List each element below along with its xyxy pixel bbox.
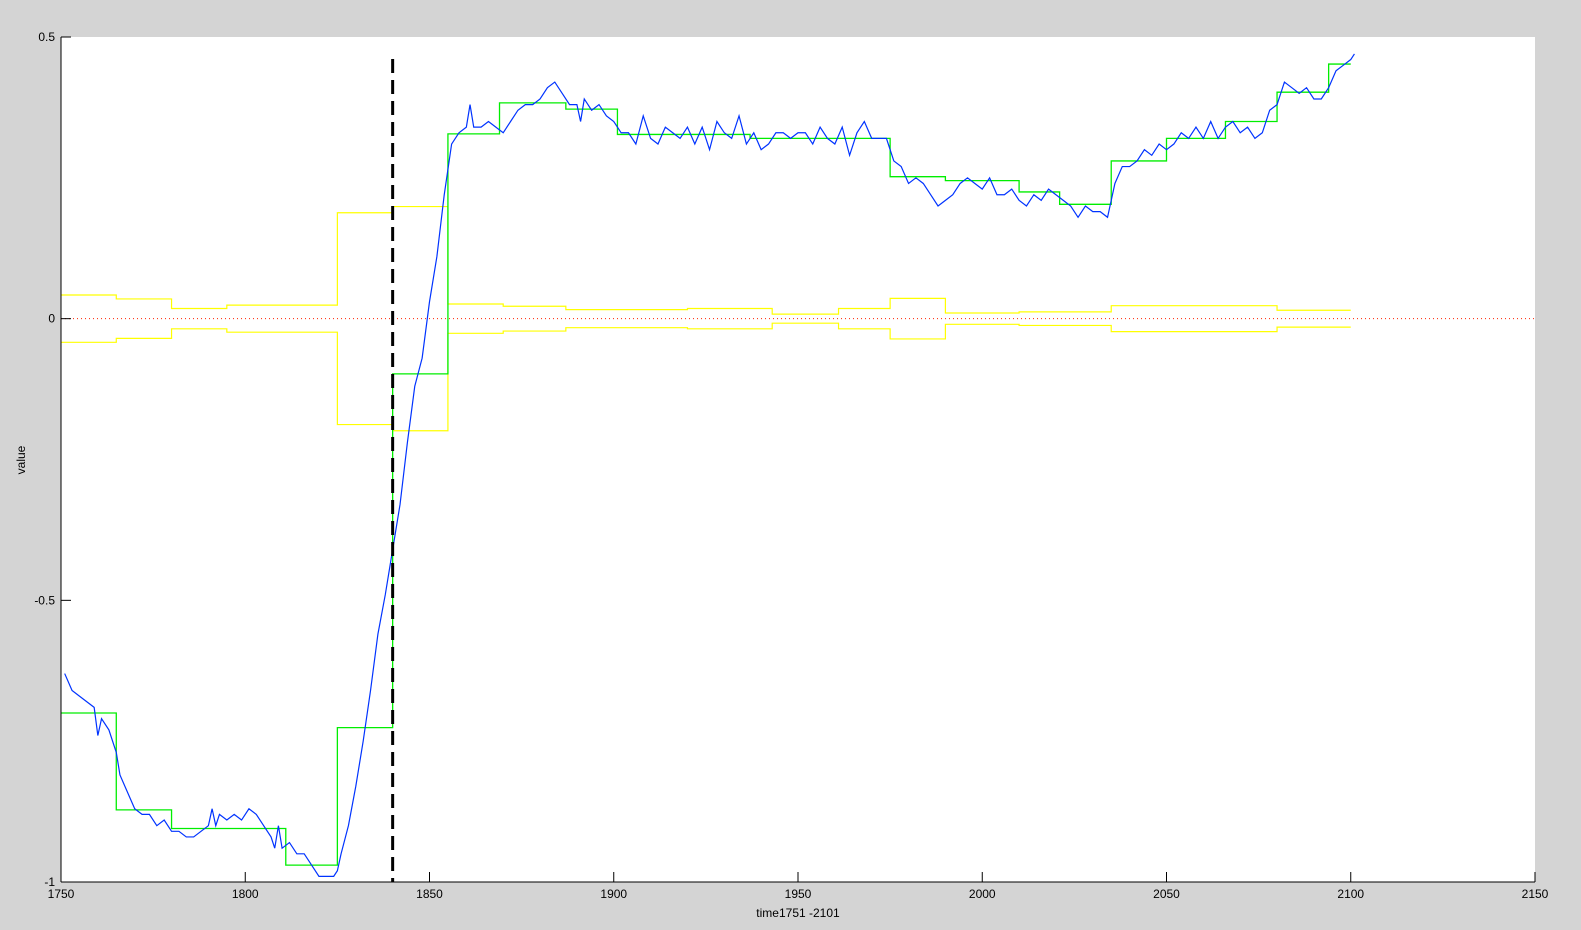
x-tick-label: 1750 xyxy=(48,887,75,901)
x-tick-label: 2000 xyxy=(969,887,996,901)
y-tick-label: 0.5 xyxy=(38,30,55,44)
plot-area xyxy=(61,37,1535,882)
x-tick-label: 2050 xyxy=(1153,887,1180,901)
x-tick-label: 1900 xyxy=(600,887,627,901)
upper-band-line xyxy=(61,205,1351,315)
x-axis-label: time1751 -2101 xyxy=(756,906,840,920)
y-tick-label: 0 xyxy=(48,312,55,326)
x-tick-label: 2100 xyxy=(1337,887,1364,901)
y-tick-label: -1 xyxy=(44,875,55,889)
y-axis-label: value xyxy=(14,445,28,474)
x-tick-label: 1850 xyxy=(416,887,443,901)
x-tick-label: 1950 xyxy=(785,887,812,901)
x-tick-label: 1800 xyxy=(232,887,259,901)
y-tick-label: -0.5 xyxy=(34,593,55,607)
axes: 1750 1800 1850 1900 1950 2000 2050 2100 2150 0.5 0… xyxy=(34,30,1548,901)
chart-marks xyxy=(61,53,1535,882)
lower-band-line xyxy=(61,322,1351,432)
data-series-line xyxy=(64,53,1355,877)
x-tick-label: 2150 xyxy=(1522,887,1549,901)
